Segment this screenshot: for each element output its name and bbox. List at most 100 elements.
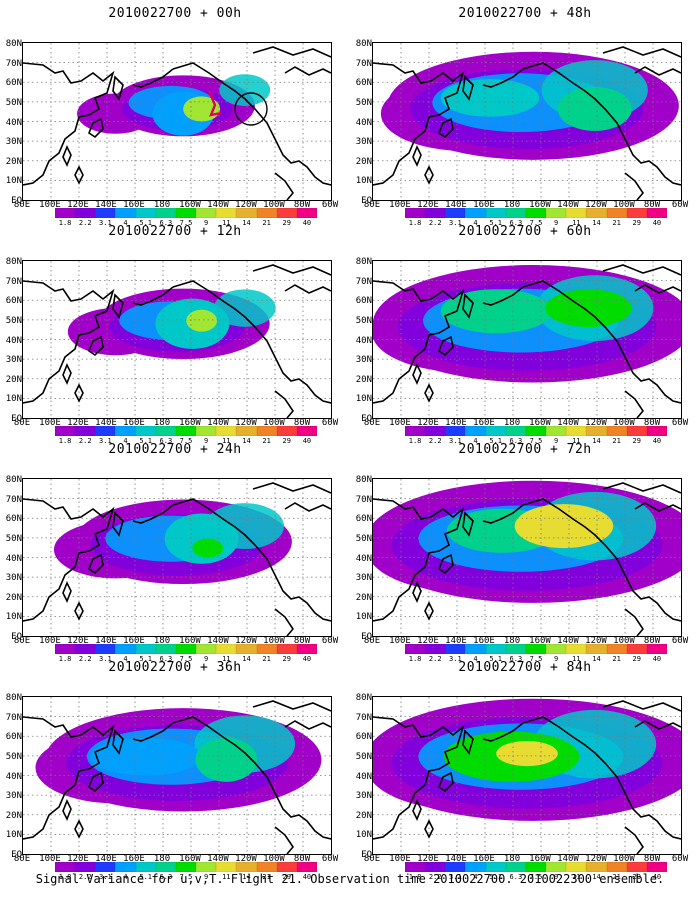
lat-label: 60N bbox=[5, 78, 22, 89]
colorbar-label: 7.5 bbox=[179, 655, 193, 663]
colorbar-label: 40 bbox=[302, 873, 312, 881]
japan bbox=[438, 335, 454, 357]
lon-label: 120E bbox=[67, 854, 89, 864]
colorbar-swatch bbox=[155, 862, 176, 872]
lat-label: 30N bbox=[355, 573, 372, 584]
lon-label: 80E bbox=[13, 854, 31, 864]
colorbar-swatch bbox=[236, 208, 257, 218]
lon-axis: 80E 100E 120E 140E 160E 180 160W 140W 120W 100W 80… bbox=[360, 418, 692, 428]
colorbar-swatch bbox=[465, 208, 486, 218]
variance-field bbox=[373, 698, 681, 821]
asia-coast bbox=[23, 498, 115, 622]
japan bbox=[88, 117, 104, 139]
colorbar-swatch bbox=[425, 426, 446, 436]
lon-label: 80E bbox=[363, 418, 381, 428]
colorbar-swatch bbox=[405, 862, 426, 872]
lon-label: 100W bbox=[263, 854, 285, 864]
lon-label: 180 bbox=[503, 200, 521, 210]
graticule bbox=[23, 261, 331, 418]
map-area bbox=[22, 478, 332, 637]
variance-field bbox=[67, 288, 276, 359]
colorbar-swatch bbox=[566, 426, 587, 436]
colorbar-label: 11 bbox=[572, 873, 581, 881]
lat-label: 60N bbox=[355, 514, 372, 525]
lat-label: 10N bbox=[355, 612, 372, 623]
lat-label: 30N bbox=[5, 791, 22, 802]
colorbar-swatch bbox=[95, 644, 116, 654]
philippines bbox=[424, 165, 434, 185]
panel-title: 2010022700 + 00h bbox=[108, 6, 242, 21]
aleutians bbox=[482, 68, 524, 88]
colorbar-swatch bbox=[75, 862, 96, 872]
colorbar-label: 5.1 bbox=[139, 873, 153, 881]
colorbar-swatch bbox=[236, 426, 257, 436]
colorbar-swatch bbox=[505, 208, 526, 218]
graticule bbox=[23, 43, 331, 200]
colorbar-label: 2.2 bbox=[78, 219, 92, 227]
colorbar-label: 40 bbox=[302, 437, 312, 445]
colorbar-labels: 1.8 2.2 3.1 4 5.1 6.3 7.5 9 11 14 21 29 40 bbox=[55, 437, 317, 445]
asia-coast bbox=[23, 716, 115, 840]
colorbar-label: 21 bbox=[612, 437, 621, 445]
colorbar-swatch bbox=[646, 208, 668, 218]
lat-label: 80N bbox=[355, 39, 372, 49]
colorbar-swatch bbox=[445, 208, 466, 218]
colorbar-label: 11 bbox=[572, 219, 581, 227]
lon-label: 140E bbox=[445, 854, 467, 864]
colorbar-swatch bbox=[55, 862, 76, 872]
colorbar-swatch bbox=[425, 208, 446, 218]
colorbar-swatch bbox=[115, 208, 136, 218]
aleutians bbox=[482, 722, 524, 742]
colorbar-label: 9 bbox=[554, 873, 559, 881]
taiwan bbox=[62, 799, 72, 821]
colorbar-swatch bbox=[256, 426, 277, 436]
colorbar-label: 14 bbox=[592, 873, 601, 881]
lon-label: 180 bbox=[153, 854, 171, 864]
colorbar-swatch bbox=[135, 426, 156, 436]
arctic-islands bbox=[252, 264, 331, 276]
lon-label: 100E bbox=[389, 854, 411, 864]
kamchatka bbox=[112, 729, 124, 755]
colorbar-label: 4 bbox=[473, 873, 478, 881]
lon-label: 120W bbox=[585, 636, 607, 646]
colorbar-label: 21 bbox=[262, 219, 271, 227]
colorbar-label: 4 bbox=[473, 437, 478, 445]
colorbar-label: 29 bbox=[632, 655, 641, 663]
japan bbox=[438, 117, 454, 139]
central-america bbox=[274, 390, 295, 418]
colorbar-label: 5.1 bbox=[139, 655, 153, 663]
aleutians bbox=[132, 68, 174, 88]
north-america-coast bbox=[522, 716, 681, 840]
lon-label: 160W bbox=[529, 636, 551, 646]
colorbar-swatch bbox=[216, 208, 237, 218]
colorbar-label: 5.1 bbox=[139, 437, 153, 445]
colorbar-swatch bbox=[525, 644, 547, 654]
lat-label: 50N bbox=[5, 315, 22, 326]
coastlines bbox=[373, 264, 681, 418]
colorbar bbox=[405, 644, 668, 654]
field-core bbox=[557, 86, 632, 131]
colorbar-swatch bbox=[465, 644, 486, 654]
colorbar-label: 29 bbox=[632, 219, 641, 227]
colorbar-label: 9 bbox=[554, 655, 559, 663]
philippines bbox=[424, 819, 434, 839]
colorbar-swatch bbox=[55, 208, 76, 218]
colorbar-label: 1.8 bbox=[58, 219, 72, 227]
coastlines bbox=[373, 700, 681, 854]
colorbar-swatch bbox=[155, 208, 176, 218]
colorbar-label: 21 bbox=[612, 655, 621, 663]
lat-label: 40N bbox=[355, 117, 372, 128]
colorbar-label: 29 bbox=[282, 655, 291, 663]
colorbar-swatch bbox=[405, 644, 426, 654]
lon-label: 120W bbox=[585, 854, 607, 864]
lat-label: EQ bbox=[361, 850, 372, 860]
colorbar-label: 29 bbox=[282, 219, 291, 227]
colorbar-swatch bbox=[405, 208, 426, 218]
colorbar-label: 6.3 bbox=[509, 437, 523, 445]
lon-label: 80W bbox=[293, 200, 311, 210]
colorbar-label: 14 bbox=[242, 655, 251, 663]
lon-label: 60W bbox=[321, 636, 339, 646]
colorbar-swatch bbox=[236, 862, 257, 872]
colorbar-swatch bbox=[566, 862, 587, 872]
colorbar bbox=[55, 426, 318, 436]
